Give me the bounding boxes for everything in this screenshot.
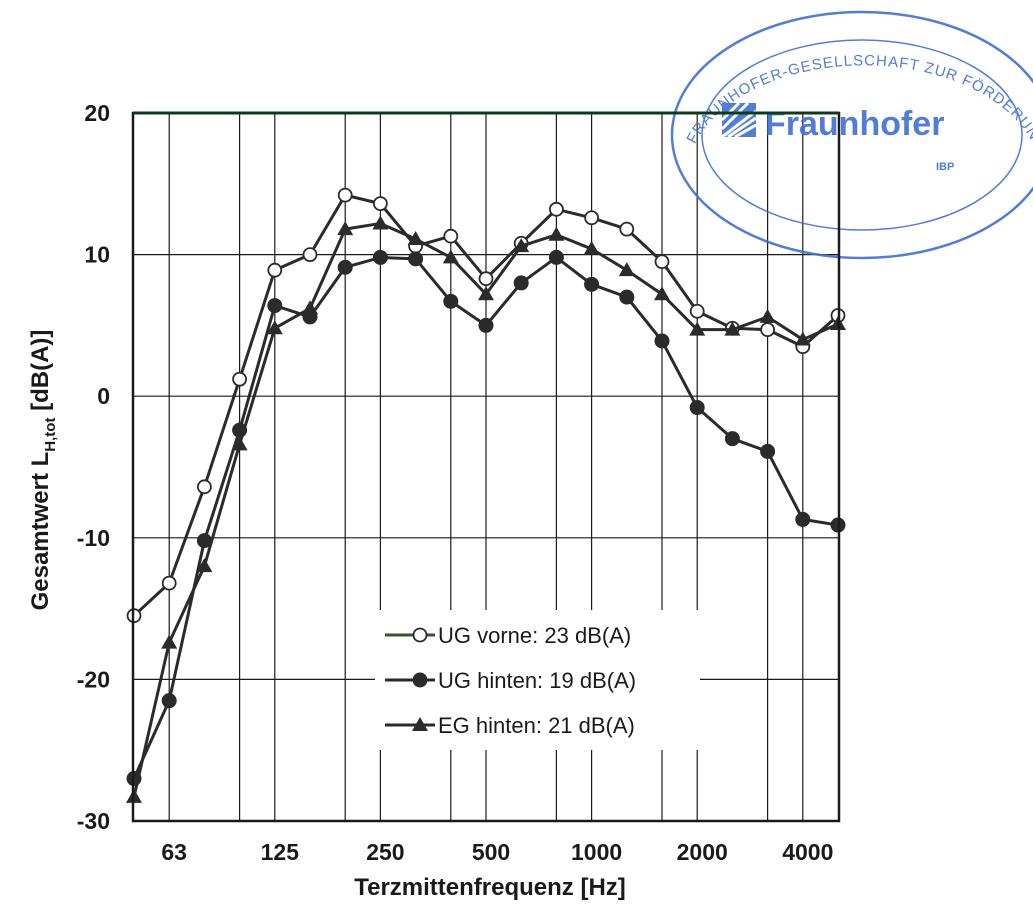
data-point — [337, 259, 353, 275]
data-point — [266, 320, 283, 335]
data-point — [513, 275, 529, 291]
data-point — [372, 196, 388, 212]
y-tick-label: 20 — [84, 100, 110, 126]
series-3 — [126, 215, 846, 803]
data-point — [442, 249, 459, 264]
data-point — [689, 321, 706, 336]
y-tick-label: 10 — [84, 242, 110, 268]
data-point — [654, 254, 670, 270]
stamp-brand-name: Fraunhofer — [765, 105, 944, 143]
data-point — [724, 321, 741, 336]
data-point — [760, 443, 776, 459]
y-tick-label: -20 — [77, 666, 110, 692]
y-tick-label: -10 — [77, 525, 110, 551]
data-point — [654, 286, 670, 301]
data-point — [548, 249, 564, 265]
stamp-inner-ring — [701, 39, 1023, 231]
y-axis-title-main: Gesamtwert L — [27, 452, 54, 611]
data-point — [619, 221, 635, 237]
data-point — [584, 276, 600, 292]
y-axis-title-subscript: H,tot — [42, 418, 59, 452]
x-tick-label: 63 — [161, 839, 187, 865]
data-point — [619, 289, 635, 305]
data-point — [584, 210, 599, 226]
data-point — [267, 262, 283, 278]
x-tick-label: 1000 — [571, 839, 622, 865]
y-tick-label: 0 — [97, 383, 110, 409]
legend-item: EG hinten: 21 dB(A) — [385, 713, 635, 738]
data-point — [513, 238, 530, 253]
legend-label: UG vorne: 23 dB(A) — [438, 623, 631, 648]
data-point — [548, 226, 565, 241]
data-point — [443, 293, 459, 309]
data-point — [443, 228, 459, 244]
data-point — [337, 221, 354, 236]
stamp-institute: IBP — [936, 161, 954, 173]
data-point — [478, 286, 494, 301]
data-point — [337, 187, 353, 203]
y-tick-label: -30 — [77, 808, 110, 834]
data-point — [372, 249, 388, 265]
data-point — [794, 331, 811, 346]
fraunhofer-stamp: FRAUNHOFER-GESELLSCHAFT ZUR FÖRDERUNG DE… — [0, 0, 1033, 260]
data-point — [372, 215, 389, 230]
legend-marker — [412, 717, 428, 731]
x-tick-label: 500 — [472, 839, 510, 865]
y-axis-ticks: 20 10 0 -10 -20 -30 — [77, 100, 110, 834]
legend-marker — [412, 672, 428, 688]
data-point — [689, 303, 705, 319]
data-point — [478, 271, 494, 287]
data-point — [407, 231, 424, 246]
data-point — [724, 431, 740, 447]
data-point — [583, 240, 600, 255]
data-point — [759, 308, 776, 323]
x-axis-ticks: 63 125 250 500 1000 2000 4000 — [161, 839, 833, 865]
data-point — [302, 300, 318, 315]
data-point — [654, 333, 670, 349]
data-point — [161, 634, 178, 649]
data-point — [478, 317, 494, 333]
x-tick-label: 125 — [261, 839, 300, 865]
y-axis-title: Gesamtwert LH,tot [dB(A)] — [27, 330, 59, 611]
y-axis-title-unit: [dB(A)] — [27, 330, 54, 418]
data-point — [795, 511, 811, 527]
x-tick-label: 4000 — [782, 839, 833, 865]
data-point — [689, 400, 705, 416]
data-point — [302, 247, 318, 263]
legend: UG vorne: 23 dB(A) UG hinten: 19 dB(A) EG … — [375, 610, 700, 750]
legend-label: EG hinten: 21 dB(A) — [438, 713, 635, 738]
data-point — [549, 201, 564, 217]
data-point — [267, 298, 283, 314]
legend-item: UG hinten: 19 dB(A) — [385, 668, 636, 693]
data-point — [408, 251, 424, 267]
legend-marker — [412, 627, 428, 643]
data-point — [231, 436, 248, 451]
x-tick-label: 2000 — [677, 839, 728, 865]
data-point — [196, 558, 213, 573]
x-axis-title: Terzmittenfrequenz [Hz] — [354, 874, 626, 901]
legend-label: UG hinten: 19 dB(A) — [438, 668, 636, 693]
x-tick-label: 250 — [366, 839, 404, 865]
data-point — [232, 371, 248, 387]
stamp-outer-ring — [670, 10, 1033, 260]
data-point — [196, 479, 212, 495]
fraunhofer-logo-icon — [720, 101, 757, 139]
series-group — [126, 187, 846, 803]
legend-item: UG vorne: 23 dB(A) — [385, 623, 631, 648]
data-point — [760, 322, 775, 338]
data-point — [161, 693, 177, 709]
data-point — [618, 262, 635, 277]
data-point — [161, 575, 177, 591]
